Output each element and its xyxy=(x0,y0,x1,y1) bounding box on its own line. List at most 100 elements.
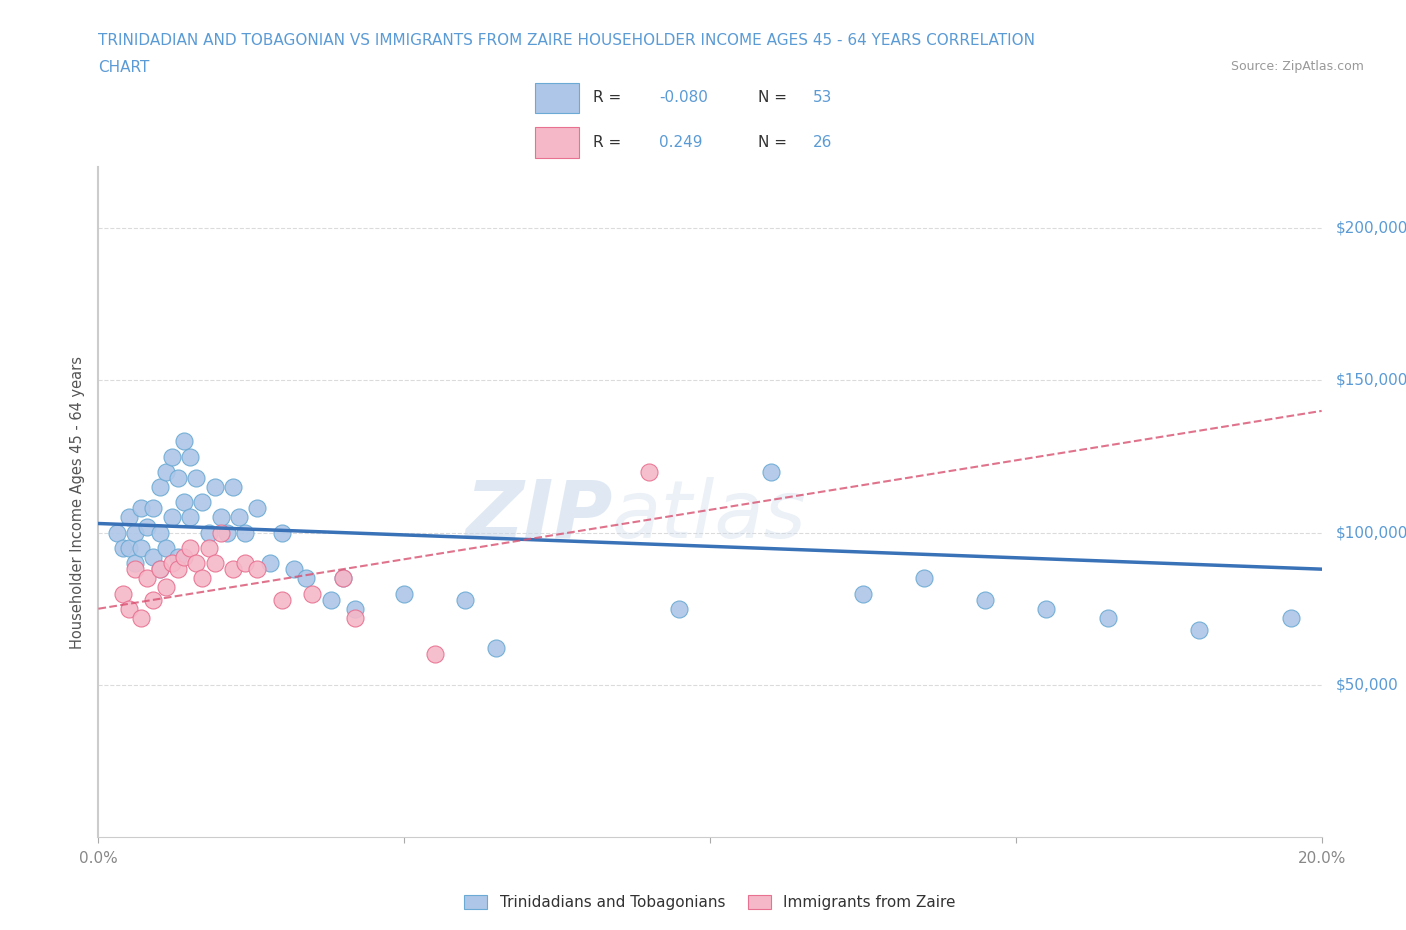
Point xyxy=(142,592,165,607)
Text: 0.249: 0.249 xyxy=(659,135,703,150)
Point xyxy=(142,550,165,565)
Point xyxy=(167,550,190,565)
Point xyxy=(270,525,292,540)
Point xyxy=(155,540,177,555)
Point xyxy=(160,449,183,464)
Point xyxy=(155,464,177,479)
Point xyxy=(228,510,250,525)
Point xyxy=(246,562,269,577)
Point xyxy=(246,501,269,516)
Text: TRINIDADIAN AND TOBAGONIAN VS IMMIGRANTS FROM ZAIRE HOUSEHOLDER INCOME AGES 45 -: TRINIDADIAN AND TOBAGONIAN VS IMMIGRANTS… xyxy=(98,33,1035,47)
Point xyxy=(186,555,208,570)
Text: $100,000: $100,000 xyxy=(1336,525,1406,540)
Point xyxy=(1188,622,1211,637)
Point xyxy=(149,562,172,577)
Point xyxy=(129,540,152,555)
Point xyxy=(118,540,141,555)
Point xyxy=(179,510,201,525)
Point xyxy=(111,586,134,601)
Point xyxy=(105,525,128,540)
Point xyxy=(344,610,367,625)
Text: $150,000: $150,000 xyxy=(1336,373,1406,388)
Point xyxy=(1035,602,1057,617)
Point xyxy=(173,550,195,565)
Text: 26: 26 xyxy=(813,135,832,150)
Point xyxy=(344,602,367,617)
Point xyxy=(392,586,416,601)
Point xyxy=(222,562,245,577)
Point xyxy=(295,571,318,586)
Text: N =: N = xyxy=(758,135,787,150)
Point xyxy=(485,641,508,656)
Point xyxy=(259,555,281,570)
Point xyxy=(974,592,997,607)
Point xyxy=(149,562,172,577)
Point xyxy=(759,464,782,479)
Point xyxy=(215,525,238,540)
Y-axis label: Householder Income Ages 45 - 64 years: Householder Income Ages 45 - 64 years xyxy=(70,355,86,649)
Point xyxy=(668,602,690,617)
Point xyxy=(209,525,232,540)
Legend: Trinidadians and Tobagonians, Immigrants from Zaire: Trinidadians and Tobagonians, Immigrants… xyxy=(458,889,962,916)
Bar xyxy=(534,127,579,158)
Bar xyxy=(534,83,579,113)
Text: R =: R = xyxy=(593,90,621,105)
Text: 53: 53 xyxy=(813,90,832,105)
Text: N =: N = xyxy=(758,90,787,105)
Point xyxy=(852,586,875,601)
Point xyxy=(454,592,477,607)
Point xyxy=(124,562,146,577)
Point xyxy=(1279,610,1302,625)
Point xyxy=(149,480,172,495)
Point xyxy=(233,525,256,540)
Point xyxy=(149,525,172,540)
Text: -0.080: -0.080 xyxy=(659,90,709,105)
Point xyxy=(319,592,342,607)
Point xyxy=(1097,610,1119,625)
Point xyxy=(136,519,159,534)
Point xyxy=(197,540,219,555)
Text: Source: ZipAtlas.com: Source: ZipAtlas.com xyxy=(1230,60,1364,73)
Point xyxy=(283,562,305,577)
Point xyxy=(129,610,152,625)
Point xyxy=(191,571,214,586)
Point xyxy=(160,555,183,570)
Point xyxy=(129,501,152,516)
Text: ZIP: ZIP xyxy=(465,476,612,554)
Point xyxy=(637,464,661,479)
Text: atlas: atlas xyxy=(612,476,807,554)
Point xyxy=(173,495,195,510)
Point xyxy=(204,480,226,495)
Point xyxy=(301,586,323,601)
Point xyxy=(191,495,214,510)
Point xyxy=(332,571,354,586)
Point xyxy=(124,525,146,540)
Point xyxy=(111,540,134,555)
Point xyxy=(167,562,190,577)
Point xyxy=(160,510,183,525)
Point xyxy=(179,449,201,464)
Point xyxy=(186,471,208,485)
Point xyxy=(423,647,446,662)
Point xyxy=(332,571,354,586)
Point xyxy=(118,510,141,525)
Point xyxy=(124,555,146,570)
Point xyxy=(118,602,141,617)
Point xyxy=(197,525,219,540)
Text: CHART: CHART xyxy=(98,60,150,75)
Point xyxy=(167,471,190,485)
Point xyxy=(173,434,195,449)
Point xyxy=(209,510,232,525)
Point xyxy=(912,571,935,586)
Point xyxy=(179,540,201,555)
Point xyxy=(155,580,177,595)
Point xyxy=(136,571,159,586)
Point xyxy=(142,501,165,516)
Text: $50,000: $50,000 xyxy=(1336,677,1399,692)
Text: R =: R = xyxy=(593,135,621,150)
Point xyxy=(204,555,226,570)
Point xyxy=(222,480,245,495)
Point xyxy=(270,592,292,607)
Text: $200,000: $200,000 xyxy=(1336,220,1406,236)
Point xyxy=(233,555,256,570)
